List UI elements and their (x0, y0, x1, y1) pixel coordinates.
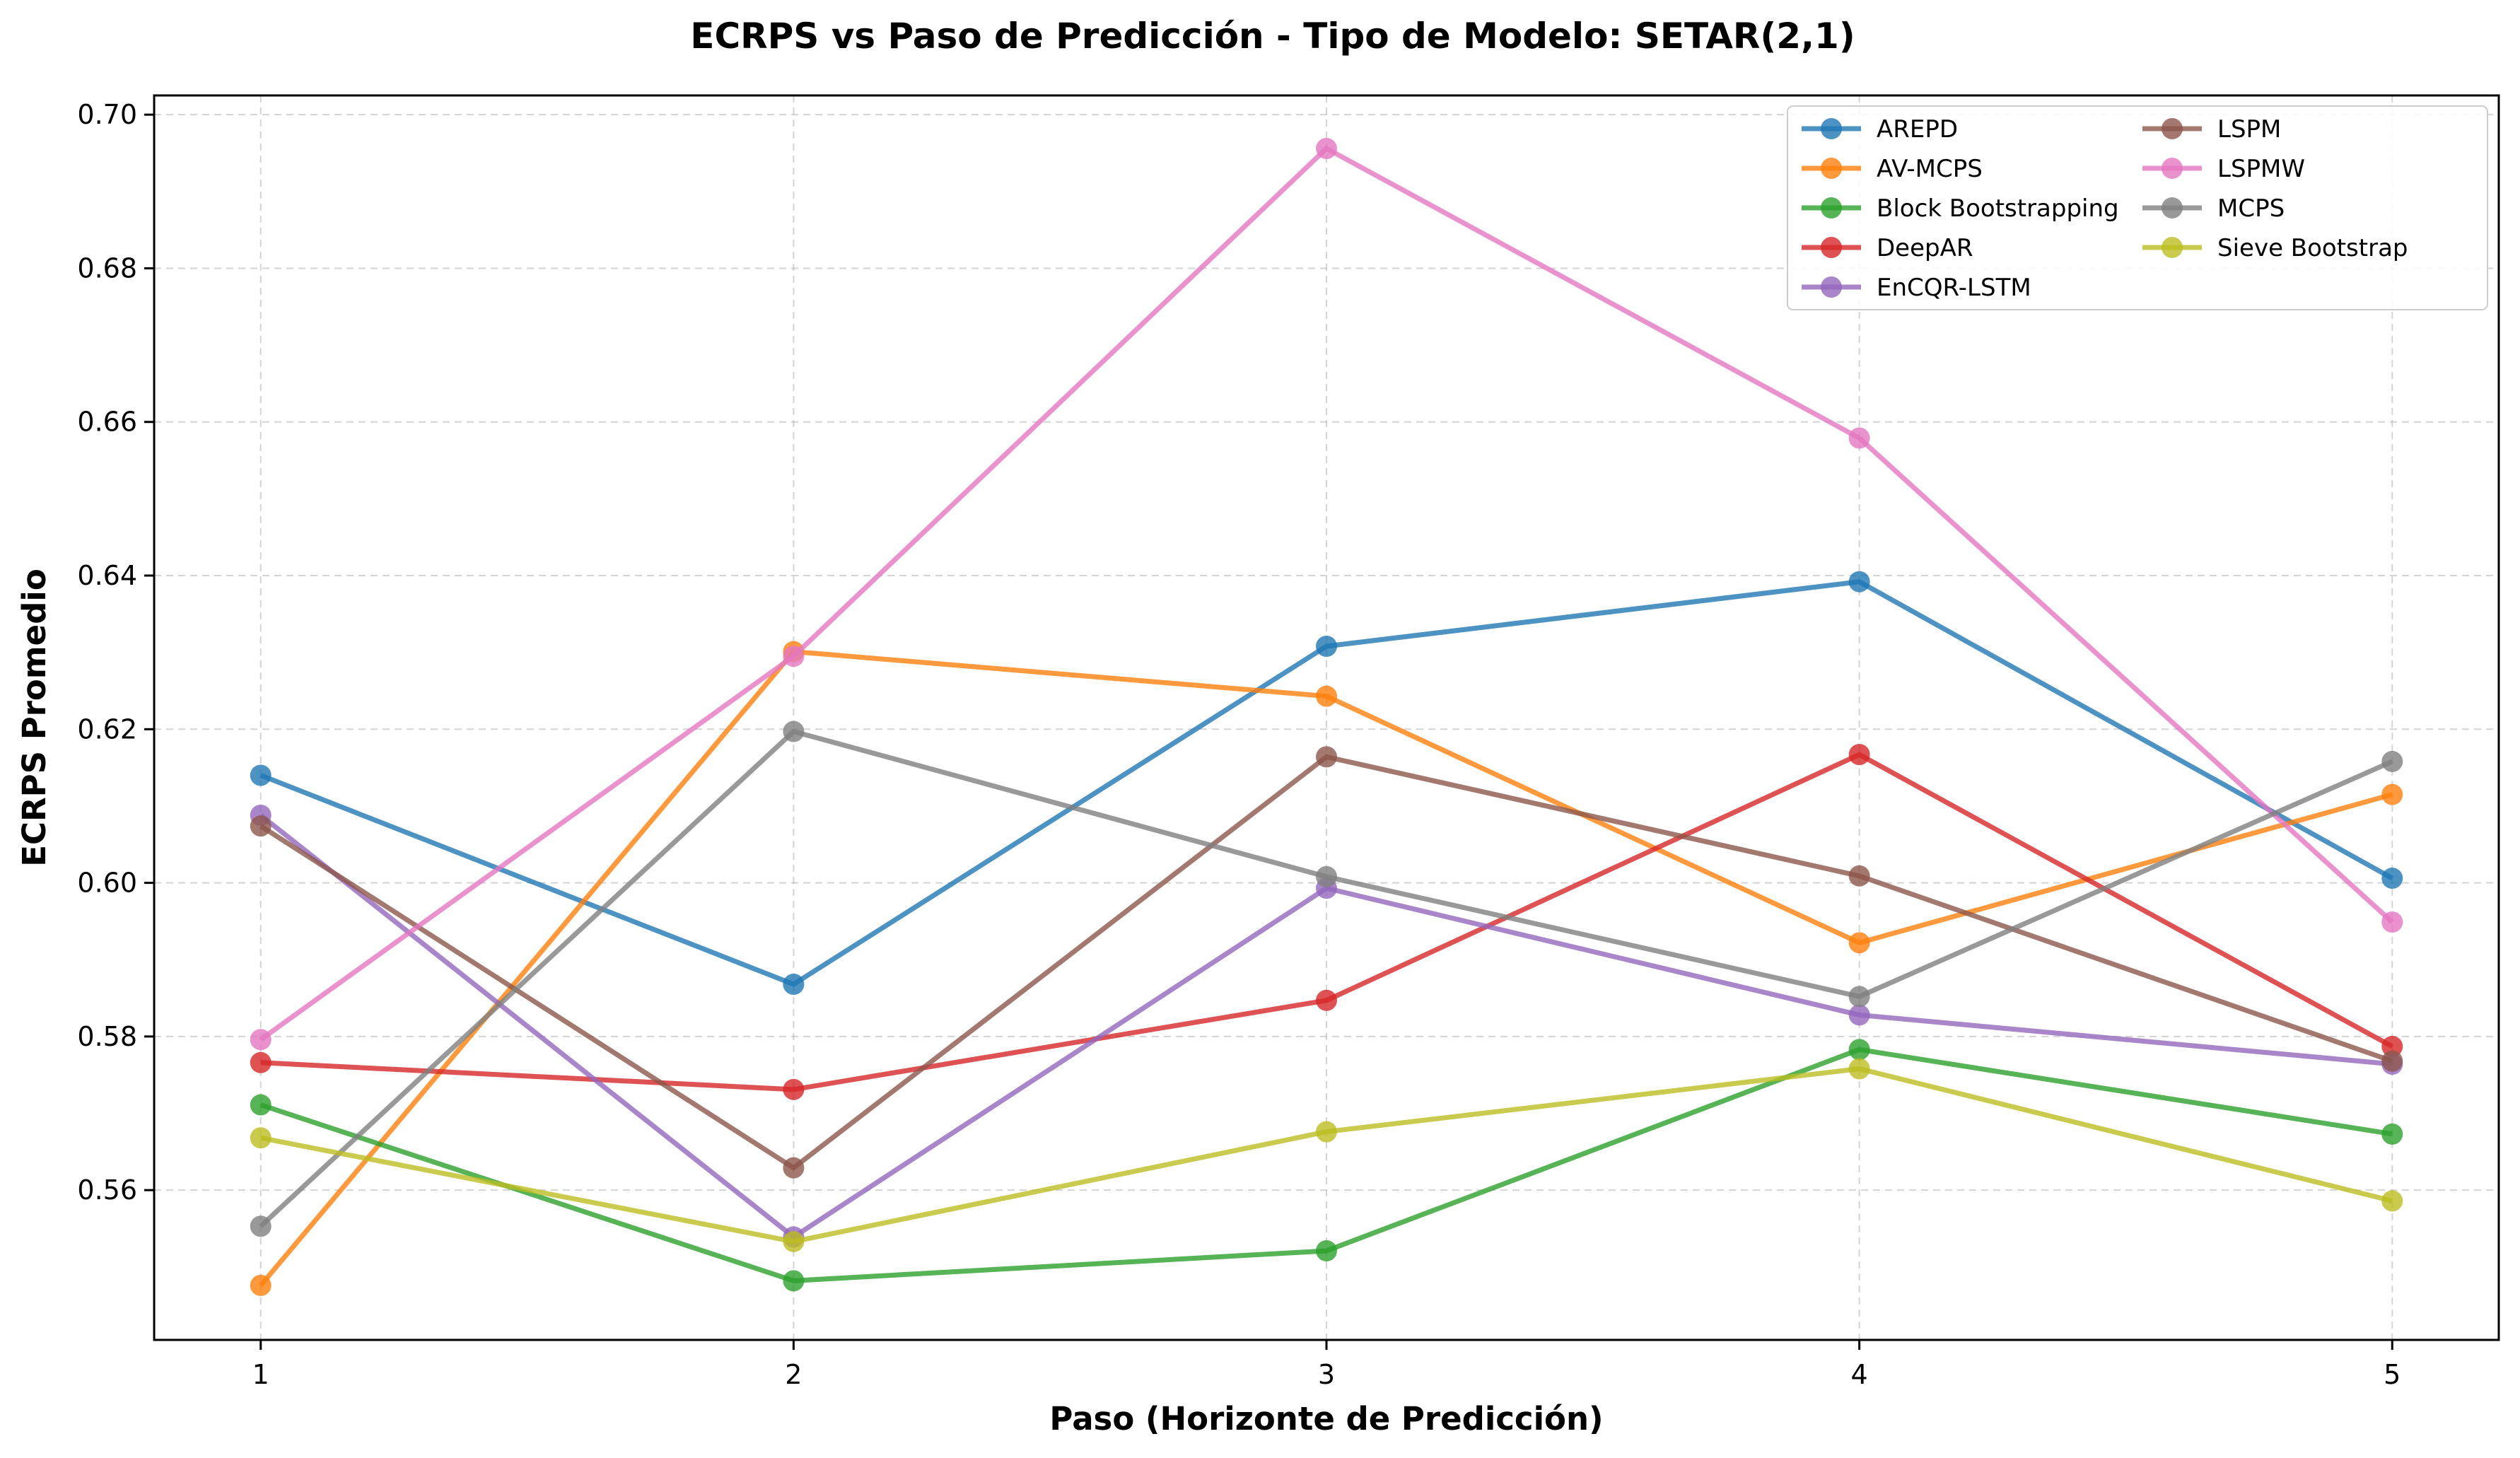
series-lspm (250, 746, 2403, 1179)
legend-label: MCPS (2217, 194, 2285, 223)
legend-item-av-mcps: AV-MCPS (1802, 155, 1983, 183)
y-tick-label: 0.70 (77, 99, 137, 130)
series-sieve-bootstrap (250, 1058, 2403, 1252)
data-point-lspmw (2381, 911, 2403, 933)
data-point-arepd (2381, 868, 2403, 890)
data-point-mcps (783, 721, 805, 742)
data-point-block-bootstrapping (1316, 1240, 1337, 1261)
tick-layer: 1 2 3 4 5 0.56 0.58 0.60 0.62 0.64 0.66 0.68 0.70 (77, 99, 2401, 1390)
legend-item-deepar: DeepAR (1802, 234, 1973, 262)
legend-marker (1821, 197, 1842, 218)
data-point-lspm (2381, 1050, 2403, 1072)
legend-label: LSPM (2217, 115, 2281, 144)
legend-label: Block Bootstrapping (1877, 194, 2119, 223)
legend-marker (2162, 237, 2183, 258)
data-point-lspmw (1848, 427, 1870, 449)
data-point-mcps (1848, 986, 1870, 1008)
data-point-av-mcps (1316, 685, 1337, 707)
series-lspmw (250, 137, 2403, 1051)
series-arepd (250, 571, 2403, 995)
legend-marker (2162, 118, 2183, 139)
legend-label: Sieve Bootstrap (2217, 234, 2408, 262)
data-point-block-bootstrapping (250, 1094, 272, 1116)
x-tick-label: 2 (785, 1359, 802, 1390)
data-point-lspmw (250, 1029, 272, 1051)
data-point-mcps (2381, 750, 2403, 772)
data-point-lspmw (1316, 137, 1337, 159)
x-tick-label: 3 (1318, 1359, 1335, 1390)
legend-item-arepd: AREPD (1802, 115, 1958, 144)
y-tick-label: 0.64 (77, 560, 137, 591)
data-point-sieve-bootstrap (1316, 1121, 1337, 1143)
data-point-deepar (250, 1051, 272, 1073)
legend-item-block-bootstrapping: Block Bootstrapping (1802, 194, 2119, 223)
legend-marker (1821, 237, 1842, 258)
legend-item-mcps: MCPS (2142, 194, 2285, 223)
data-point-arepd (1848, 571, 1870, 593)
data-point-sieve-bootstrap (2381, 1190, 2403, 1212)
data-point-mcps (250, 1215, 272, 1237)
data-point-av-mcps (2381, 783, 2403, 805)
legend-label: LSPMW (2217, 155, 2305, 183)
data-point-sieve-bootstrap (783, 1230, 805, 1252)
data-point-lspm (1316, 746, 1337, 768)
x-tick-label: 1 (252, 1359, 269, 1390)
data-point-block-bootstrapping (2381, 1123, 2403, 1145)
data-point-av-mcps (250, 1274, 272, 1296)
data-point-lspm (250, 815, 272, 837)
x-tick-label: 5 (2384, 1359, 2401, 1390)
series-block-bootstrapping (250, 1039, 2403, 1292)
legend-marker (2162, 158, 2183, 179)
data-point-block-bootstrapping (783, 1270, 805, 1292)
data-point-lspmw (783, 646, 805, 667)
x-axis-label: Paso (Horizonte de Predicción) (1049, 1400, 1603, 1437)
legend-marker (2162, 197, 2183, 218)
legend-label: AREPD (1877, 115, 1958, 144)
data-point-sieve-bootstrap (250, 1127, 272, 1149)
data-point-arepd (783, 973, 805, 995)
data-point-arepd (250, 764, 272, 786)
y-tick-label: 0.66 (77, 407, 137, 438)
legend-item-lspmw: LSPMW (2142, 155, 2305, 183)
data-point-block-bootstrapping (1848, 1039, 1870, 1061)
x-tick-label: 4 (1851, 1359, 1868, 1390)
series-mcps (250, 721, 2403, 1237)
data-point-mcps (1316, 865, 1337, 887)
legend: AREPD AV-MCPS Block Bootstrapping DeepAR EnC… (1787, 105, 2488, 310)
y-tick-label: 0.68 (77, 252, 137, 284)
legend-box (1787, 105, 2488, 310)
legend-marker (1821, 118, 1842, 139)
data-point-lspm (783, 1157, 805, 1179)
data-point-deepar (1848, 744, 1870, 766)
series-av-mcps (250, 641, 2403, 1296)
legend-marker (1821, 158, 1842, 179)
y-tick-label: 0.62 (77, 713, 137, 745)
y-tick-label: 0.56 (77, 1174, 137, 1206)
legend-label: AV-MCPS (1877, 155, 1983, 183)
chart-title: ECRPS vs Paso de Predicción - Tipo de Mo… (690, 16, 1855, 57)
y-tick-label: 0.58 (77, 1021, 137, 1052)
data-point-deepar (1316, 989, 1337, 1011)
data-point-av-mcps (1848, 932, 1870, 954)
legend-item-lspm: LSPM (2142, 115, 2281, 144)
legend-item-encqr-lstm: EnCQR-LSTM (1802, 274, 2031, 302)
data-point-deepar (2381, 1035, 2403, 1057)
series-deepar (250, 744, 2403, 1100)
y-tick-label: 0.60 (77, 868, 137, 899)
legend-marker (1821, 276, 1842, 298)
data-point-encqr-lstm (1848, 1004, 1870, 1026)
data-point-deepar (783, 1078, 805, 1100)
y-axis-label: ECRPS Promedio (16, 568, 53, 867)
legend-label: EnCQR-LSTM (1877, 274, 2031, 302)
legend-item-sieve-bootstrap: Sieve Bootstrap (2142, 234, 2408, 262)
legend-label: DeepAR (1877, 234, 1973, 262)
data-point-sieve-bootstrap (1848, 1058, 1870, 1080)
data-point-lspm (1848, 865, 1870, 887)
series-layer (250, 137, 2403, 1296)
data-point-arepd (1316, 635, 1337, 657)
